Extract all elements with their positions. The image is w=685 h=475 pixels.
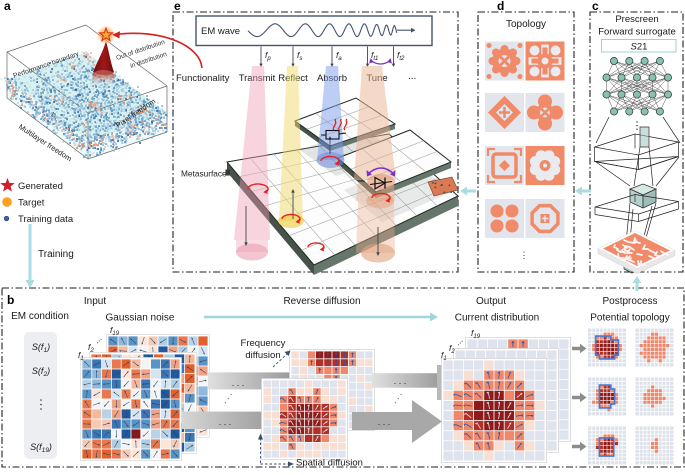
svg-text:Output: Output: [476, 296, 506, 307]
svg-text:S21: S21: [631, 42, 648, 53]
svg-text:. . .: . . .: [394, 376, 407, 386]
svg-text:. . .: . . .: [378, 417, 391, 427]
svg-text:Training: Training: [38, 249, 74, 260]
svg-text:EM wave: EM wave: [201, 26, 240, 37]
svg-text:Forward surrogate: Forward surrogate: [598, 27, 676, 38]
svg-text:Postprocess: Postprocess: [602, 296, 657, 307]
svg-text:c: c: [592, 0, 599, 13]
svg-text:d: d: [497, 0, 504, 13]
svg-text:Target: Target: [18, 198, 45, 209]
svg-text:Functionality: Functionality: [176, 73, 230, 84]
svg-text:. . .: . . .: [219, 417, 232, 427]
svg-text:...: ...: [408, 71, 416, 82]
svg-text:a: a: [4, 0, 11, 13]
svg-text:Spatial diffusion: Spatial diffusion: [296, 458, 363, 469]
svg-text:b: b: [7, 293, 14, 307]
svg-text:Generated: Generated: [18, 181, 63, 192]
svg-text:Current distribution: Current distribution: [455, 313, 539, 324]
svg-text:Potential topology: Potential topology: [590, 313, 670, 324]
svg-text:Training data: Training data: [18, 214, 74, 225]
svg-text:EM condition: EM condition: [11, 311, 69, 322]
svg-text:diffusion: diffusion: [245, 350, 280, 361]
svg-text:Reverse diffusion: Reverse diffusion: [283, 296, 360, 307]
svg-text:. . .: . . .: [232, 378, 245, 388]
svg-text:Input: Input: [84, 296, 106, 307]
svg-text:Prescreen: Prescreen: [615, 14, 658, 25]
svg-text:Metasurface: Metasurface: [181, 169, 227, 179]
svg-text:Frequency: Frequency: [241, 338, 286, 349]
svg-text:Gaussian noise: Gaussian noise: [106, 313, 175, 324]
svg-text:Topology: Topology: [506, 19, 546, 30]
svg-text:⋮: ⋮: [520, 250, 529, 260]
svg-text:e: e: [174, 0, 181, 13]
